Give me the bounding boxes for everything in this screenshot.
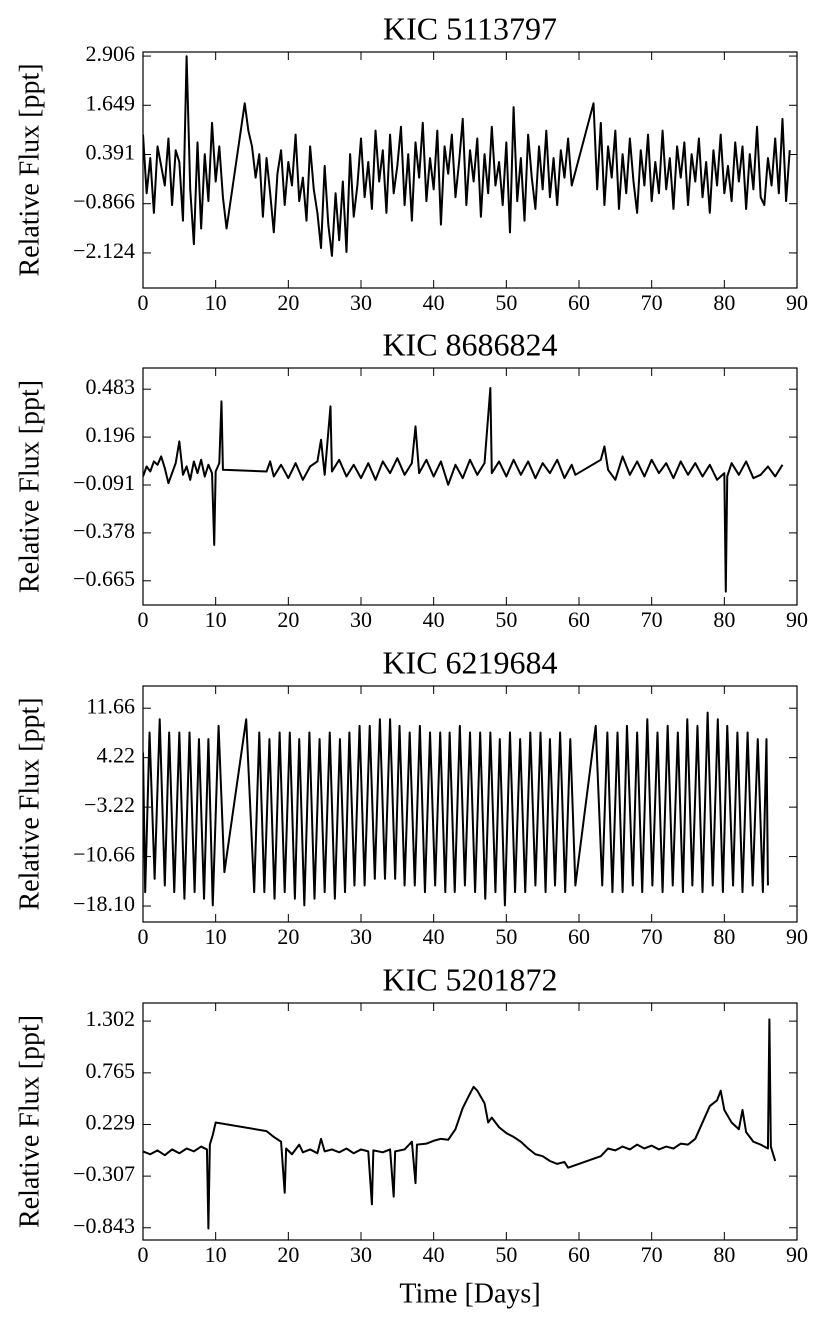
y-tick-label: −0.378 [73, 518, 135, 543]
x-tick-label: 90 [786, 290, 808, 315]
y-tick-label: 0.229 [86, 1110, 136, 1135]
y-tick-label: −0.866 [73, 189, 135, 214]
y-tick-label: −3.22 [84, 792, 135, 817]
x-tick-label: 90 [786, 924, 808, 949]
x-tick-label: 70 [641, 607, 663, 632]
x-tick-label: 0 [138, 1242, 149, 1267]
y-tick-label: 0.483 [86, 374, 136, 399]
y-axis-label: Relative Flux [ppt] [14, 380, 45, 593]
panel-title: KIC 5201872 [382, 961, 557, 997]
x-tick-label: 40 [423, 290, 445, 315]
x-tick-label: 20 [277, 1242, 299, 1267]
x-tick-label: 70 [641, 290, 663, 315]
x-tick-label: 50 [495, 607, 517, 632]
x-tick-label: 20 [277, 290, 299, 315]
light-curve [143, 711, 769, 907]
axes-frame [142, 51, 798, 289]
x-tick-label: 60 [568, 290, 590, 315]
x-tick-label: 50 [495, 1242, 517, 1267]
x-tick-label: 90 [786, 1242, 808, 1267]
y-tick-label: 1.649 [86, 90, 136, 115]
x-tick-label: 10 [205, 1242, 227, 1267]
y-tick-label: −2.124 [73, 238, 135, 263]
axes-frame [142, 367, 798, 606]
x-tick-label: 40 [423, 607, 445, 632]
panel-title: KIC 6219684 [382, 644, 557, 680]
x-tick-label: 0 [138, 290, 149, 315]
y-tick-label: 4.22 [97, 743, 136, 768]
y-tick-label: 11.66 [86, 693, 135, 718]
y-axis-label: Relative Flux [ppt] [14, 1015, 45, 1228]
y-tick-label: −0.665 [73, 566, 135, 591]
y-tick-label: −0.843 [73, 1213, 135, 1238]
x-tick-label: 80 [713, 924, 735, 949]
y-axis-label: Relative Flux [ppt] [14, 63, 45, 276]
x-tick-label: 50 [495, 924, 517, 949]
x-tick-label: 30 [350, 924, 372, 949]
x-tick-label: 40 [423, 924, 445, 949]
x-tick-label: 10 [205, 290, 227, 315]
y-axis-label: Relative Flux [ppt] [14, 697, 45, 910]
x-tick-label: 30 [350, 290, 372, 315]
x-tick-label: 60 [568, 924, 590, 949]
axes-frame [142, 685, 798, 923]
x-tick-label: 30 [350, 1242, 372, 1267]
y-tick-label: 0.765 [86, 1058, 136, 1083]
x-tick-label: 20 [277, 924, 299, 949]
x-tick-label: 60 [568, 1242, 590, 1267]
x-tick-label: 80 [713, 1242, 735, 1267]
x-tick-label: 0 [138, 607, 149, 632]
x-tick-label: 90 [786, 607, 808, 632]
y-tick-label: −18.10 [73, 891, 135, 916]
x-tick-label: 80 [713, 290, 735, 315]
x-tick-label: 50 [495, 290, 517, 315]
panel-title: KIC 8686824 [382, 326, 557, 362]
axes-frame [142, 1002, 798, 1241]
x-tick-label: 80 [713, 607, 735, 632]
y-tick-label: 2.906 [86, 41, 136, 66]
x-tick-label: 10 [205, 924, 227, 949]
light-curve [143, 55, 791, 257]
x-tick-label: 10 [205, 607, 227, 632]
x-tick-label: 30 [350, 607, 372, 632]
x-tick-label: 40 [423, 1242, 445, 1267]
light-curve [143, 1018, 777, 1230]
panel-title: KIC 5113797 [383, 10, 557, 46]
y-tick-label: 0.391 [86, 140, 136, 165]
y-tick-label: −0.091 [73, 470, 135, 495]
light-curve [143, 387, 784, 593]
x-axis-label: Time [Days] [399, 1278, 540, 1309]
y-tick-label: 1.302 [86, 1006, 136, 1031]
x-tick-label: 0 [138, 924, 149, 949]
y-tick-label: −10.66 [73, 842, 135, 867]
y-tick-label: 0.196 [86, 422, 136, 447]
y-tick-label: −0.307 [73, 1161, 135, 1186]
x-tick-label: 60 [568, 607, 590, 632]
x-tick-label: 70 [641, 1242, 663, 1267]
x-tick-label: 70 [641, 924, 663, 949]
x-tick-label: 20 [277, 607, 299, 632]
